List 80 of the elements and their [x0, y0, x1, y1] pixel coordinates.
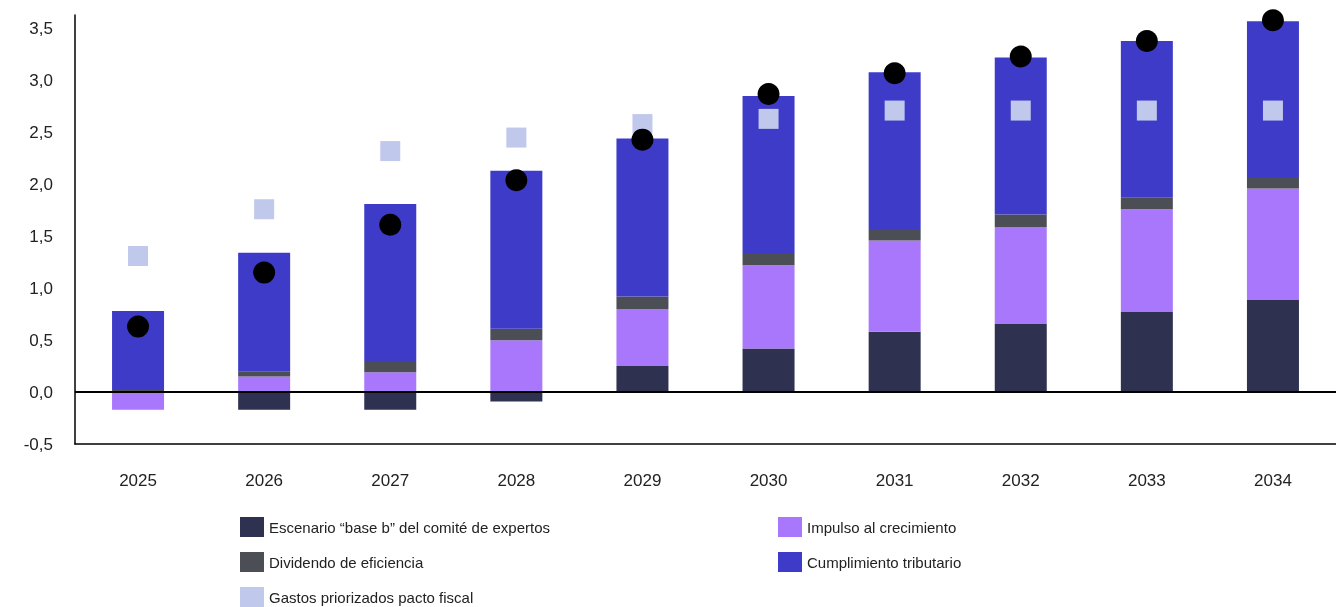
- point: [127, 315, 150, 338]
- bar: [616, 138, 669, 297]
- bar: [994, 57, 1047, 215]
- bar: [868, 331, 921, 393]
- point: [379, 213, 402, 236]
- y-tick-label: 1,5: [29, 226, 53, 246]
- x-tick-label: 2027: [371, 471, 410, 490]
- bar: [1120, 209, 1173, 313]
- bar: [994, 323, 1047, 393]
- legend-label: Dividendo de eficiencia: [269, 553, 424, 571]
- bar: [364, 204, 417, 362]
- point: [1262, 100, 1283, 121]
- point: [253, 261, 276, 284]
- bar: [868, 230, 921, 241]
- x-tick-label: 2030: [749, 471, 788, 490]
- bar: [868, 240, 921, 332]
- bar: [742, 265, 795, 349]
- bar: [742, 96, 795, 254]
- bar: [994, 226, 1047, 324]
- bar: [742, 253, 795, 266]
- bar: [490, 340, 543, 393]
- bar: [238, 252, 291, 372]
- bar: [1246, 299, 1299, 393]
- point: [380, 141, 401, 162]
- bar: [1246, 21, 1299, 178]
- legend-label: Gastos priorizados pacto fiscal: [269, 588, 474, 606]
- bar: [112, 311, 165, 389]
- bar: [742, 348, 795, 393]
- bar: [238, 392, 291, 410]
- y-tick-label: 3,5: [29, 19, 53, 38]
- legend-label: Escenario “base b” del comité de expertos: [269, 518, 550, 536]
- x-tick-label: 2028: [497, 471, 536, 490]
- point: [1135, 29, 1158, 52]
- y-tick-label: 2,0: [29, 174, 53, 194]
- point: [506, 127, 527, 148]
- bar: [1246, 177, 1299, 189]
- bar: [238, 371, 291, 377]
- point: [1261, 9, 1284, 32]
- y-tick-label: 2,5: [29, 122, 53, 142]
- legend-label: Cumplimiento tributario: [807, 553, 962, 571]
- bar: [1120, 40, 1173, 198]
- y-tick-label: 1,0: [29, 278, 53, 298]
- bar: [364, 361, 417, 373]
- bar: [616, 308, 669, 367]
- x-tick-label: 2025: [119, 471, 157, 490]
- legend-label: Impulso al crecimiento: [807, 518, 957, 536]
- point: [1136, 100, 1157, 121]
- point: [254, 199, 275, 220]
- bar: [364, 392, 417, 410]
- y-tick-label: 0,0: [29, 382, 53, 402]
- bar: [364, 372, 417, 393]
- point: [1009, 45, 1032, 68]
- point: [884, 100, 905, 121]
- bar: [490, 170, 543, 329]
- point: [631, 128, 654, 151]
- point: [757, 82, 780, 105]
- x-tick-label: 2032: [1001, 471, 1040, 490]
- x-tick-label: 2029: [623, 471, 662, 490]
- point: [883, 62, 906, 85]
- bar: [868, 72, 921, 231]
- point: [505, 169, 528, 192]
- y-tick-label: 0,5: [29, 330, 53, 350]
- point: [1010, 100, 1031, 121]
- point: [758, 108, 779, 129]
- y-tick-label: -0,5: [23, 434, 53, 454]
- bar: [994, 214, 1047, 227]
- bar: [1120, 197, 1173, 210]
- bar: [238, 376, 291, 393]
- x-tick-label: 2033: [1127, 471, 1166, 490]
- bar: [616, 296, 669, 309]
- y-tick-label: 3,0: [29, 70, 53, 90]
- bar: [112, 392, 165, 410]
- bar: [490, 328, 543, 341]
- bar: [616, 366, 669, 393]
- x-tick-label: 2026: [245, 471, 284, 490]
- bar: [1120, 312, 1173, 393]
- point: [128, 245, 149, 266]
- x-tick-label: 2034: [1254, 471, 1292, 490]
- bar: [1246, 188, 1299, 300]
- x-tick-label: 2031: [875, 471, 914, 490]
